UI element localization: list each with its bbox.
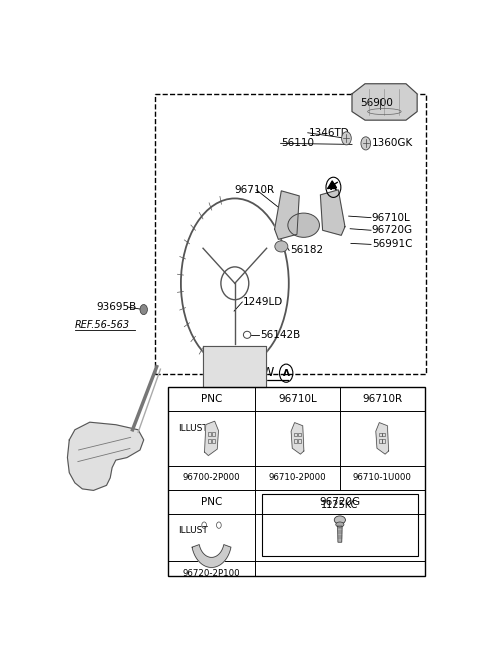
Text: 96710L: 96710L xyxy=(372,213,410,222)
Bar xyxy=(379,439,382,443)
Bar xyxy=(379,433,382,436)
Text: 56182: 56182 xyxy=(290,245,323,255)
Bar xyxy=(298,433,300,436)
Polygon shape xyxy=(376,422,389,454)
Text: VIEW: VIEW xyxy=(243,366,275,379)
Text: 96710-2P000: 96710-2P000 xyxy=(269,473,326,482)
Polygon shape xyxy=(192,544,231,567)
Circle shape xyxy=(140,304,147,315)
Text: 1125KC: 1125KC xyxy=(321,500,359,510)
Ellipse shape xyxy=(275,241,288,252)
Text: 56900: 56900 xyxy=(360,98,394,108)
Text: 56991C: 56991C xyxy=(372,239,412,249)
Polygon shape xyxy=(67,422,144,491)
Circle shape xyxy=(342,132,351,145)
Bar xyxy=(298,439,300,443)
Bar xyxy=(383,439,385,443)
Text: REF.56-563: REF.56-563 xyxy=(75,319,130,330)
Text: 96720-2P100: 96720-2P100 xyxy=(183,569,240,578)
Polygon shape xyxy=(352,84,417,120)
Text: 56142B: 56142B xyxy=(260,330,300,340)
Text: 1346TD: 1346TD xyxy=(309,128,349,138)
Text: 1249LD: 1249LD xyxy=(243,297,283,307)
Bar xyxy=(212,432,215,436)
Polygon shape xyxy=(204,421,218,455)
Polygon shape xyxy=(291,422,304,454)
Ellipse shape xyxy=(288,213,320,237)
Text: 96710R: 96710R xyxy=(234,185,274,195)
Polygon shape xyxy=(275,191,299,239)
Polygon shape xyxy=(337,526,342,542)
Text: A: A xyxy=(283,369,289,378)
Bar xyxy=(294,439,297,443)
Text: 96710L: 96710L xyxy=(278,394,317,404)
Polygon shape xyxy=(321,190,345,236)
Text: 1360GK: 1360GK xyxy=(372,138,413,148)
Text: PNC: PNC xyxy=(201,394,222,404)
Text: ILLUST: ILLUST xyxy=(178,424,208,433)
Text: 96720G: 96720G xyxy=(372,225,413,236)
Bar xyxy=(168,387,424,576)
Circle shape xyxy=(361,137,371,150)
Ellipse shape xyxy=(334,516,346,524)
Text: 96710-1U000: 96710-1U000 xyxy=(353,473,412,482)
Bar xyxy=(208,432,211,436)
Bar xyxy=(212,440,215,443)
Text: 96710R: 96710R xyxy=(362,394,402,404)
Bar xyxy=(262,494,418,556)
Polygon shape xyxy=(203,346,266,387)
Bar xyxy=(383,433,385,436)
Text: A: A xyxy=(330,183,337,192)
Text: 93695B: 93695B xyxy=(96,302,137,312)
Text: 56110: 56110 xyxy=(281,138,314,148)
Text: 96720G: 96720G xyxy=(319,497,360,507)
Bar xyxy=(155,94,426,374)
Text: ILLUST: ILLUST xyxy=(178,525,208,535)
Ellipse shape xyxy=(336,522,344,527)
Bar xyxy=(294,433,297,436)
Text: PNC: PNC xyxy=(201,497,222,507)
Bar xyxy=(208,440,211,443)
Text: 96700-2P000: 96700-2P000 xyxy=(183,473,240,482)
